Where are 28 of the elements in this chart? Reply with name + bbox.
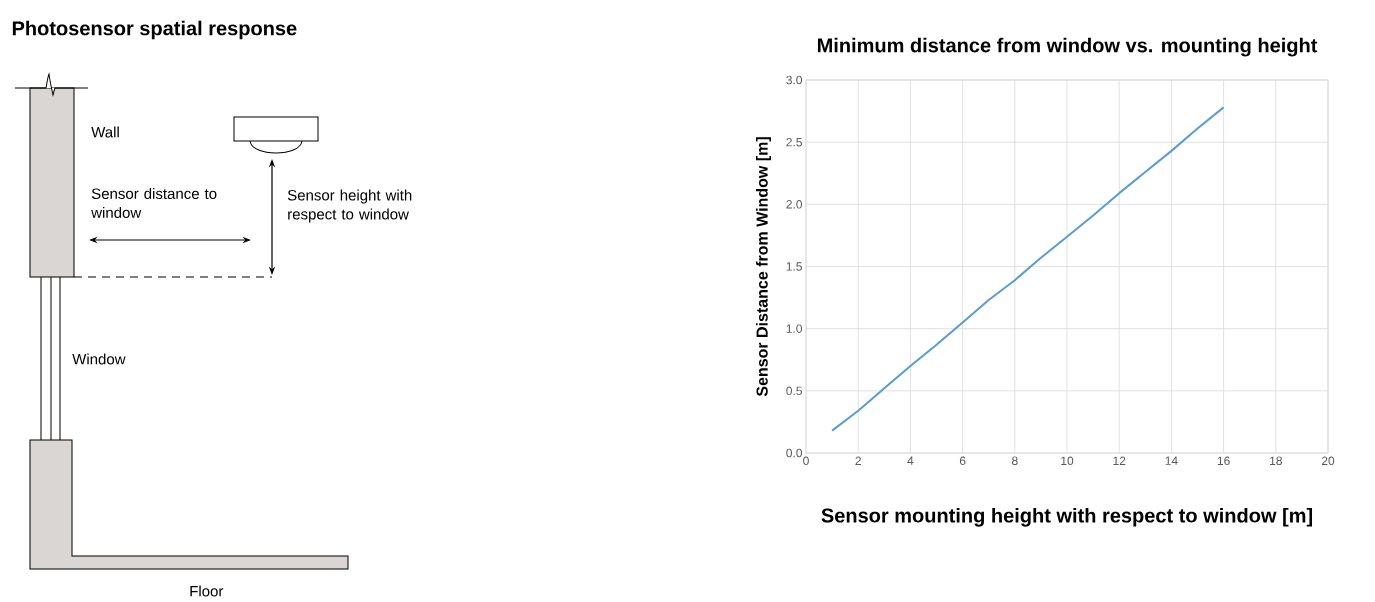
line-series [831,106,1225,432]
text: Window [72,353,126,365]
x-tick-label: 4 [907,456,914,465]
y-tick-label: 2.0 [786,200,803,209]
x-tick-label: 20 [1321,456,1335,466]
x-tick-label: 14 [1165,456,1178,465]
x-axis-title: Sensor mounting height with respect to window [m] [821,507,1313,527]
x-tick-label: 10 [1061,456,1074,466]
chart-title: Minimum distance from window vs. mounting height [817,37,1318,57]
y-tick-label: 1.0 [786,324,803,333]
y-tick-label: 3.0 [786,75,803,85]
text: Wall [91,126,119,138]
text: Sensor distance to window [91,187,217,218]
y-axis-title: Sensor Distance from Window [m] [756,137,771,397]
y-tick-label: 0.0 [786,448,803,458]
x-tick-label: 12 [1113,456,1126,465]
x-tick-label: 6 [959,456,966,466]
x-tick-label: 16 [1217,456,1230,466]
x-tick-label: 2 [855,456,861,465]
text: Floor [190,585,224,597]
x-tick-label: 8 [1011,456,1018,466]
y-tick-label: 2.5 [786,137,802,147]
x-tick-label: 18 [1270,456,1282,466]
y-tick-label: 0.5 [786,386,802,396]
text: Photosensor spatial response [12,20,297,40]
text: Sensor height with respect to window [287,189,412,223]
y-tick-label: 1.5 [786,262,802,271]
x-tick-label: 0 [803,456,809,466]
